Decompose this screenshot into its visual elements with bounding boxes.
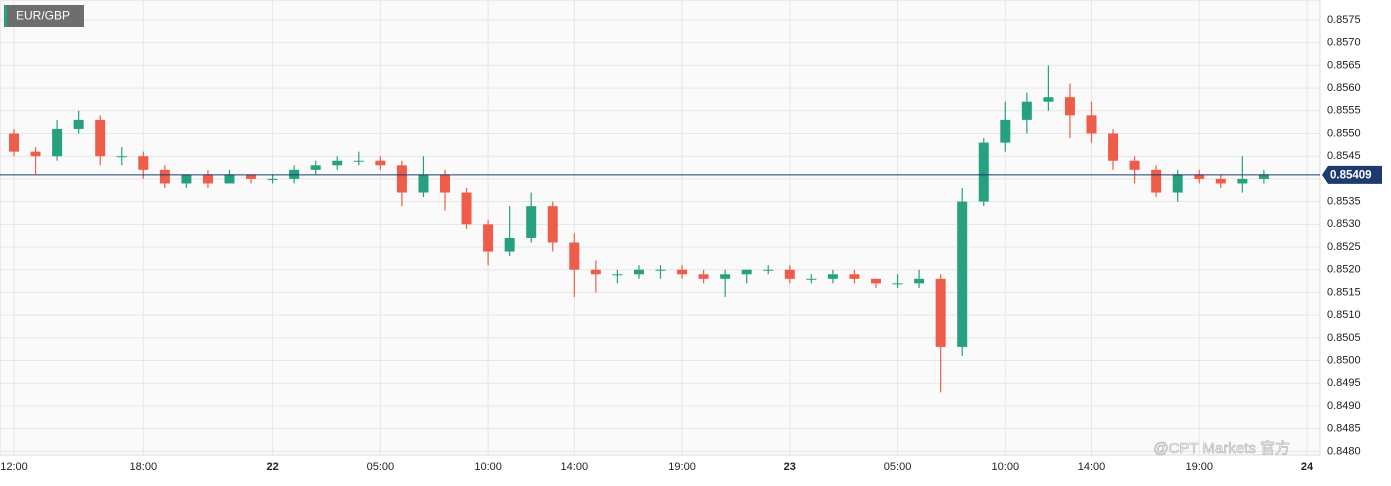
candle-body: [612, 274, 623, 276]
candle-body: [698, 274, 709, 279]
candle-body: [1021, 101, 1032, 120]
candle-body: [396, 165, 407, 193]
y-tick-label: 0.8510: [1327, 309, 1361, 321]
candle-body: [1151, 169, 1162, 193]
candle-body: [375, 160, 386, 166]
x-tick-label: 05:00: [884, 461, 912, 473]
candle-body: [9, 133, 19, 152]
y-tick-label: 0.8530: [1327, 218, 1361, 230]
candle-body: [547, 206, 558, 243]
candle-body: [892, 283, 903, 285]
x-tick-label: 22: [266, 461, 278, 473]
candle-body: [1108, 133, 1119, 161]
y-tick-label: 0.8575: [1327, 14, 1361, 26]
candle-body: [52, 128, 63, 157]
candles: [9, 65, 1269, 393]
candle-body: [763, 269, 774, 271]
x-tick-label: 18:00: [130, 461, 158, 473]
x-tick-label: 19:00: [668, 461, 696, 473]
candle-body: [353, 160, 364, 162]
x-tick-label: 10:00: [992, 461, 1020, 473]
candle-body: [440, 174, 450, 193]
candle-body: [871, 278, 881, 284]
candle-body: [1215, 178, 1226, 184]
candle-body: [418, 174, 429, 193]
candle-body: [310, 165, 321, 170]
last-price-tag: [1322, 165, 1382, 184]
candle-body: [590, 269, 601, 275]
candle-body: [159, 169, 170, 184]
candle-body: [73, 119, 84, 129]
chart-title: EUR/GBP: [16, 9, 70, 23]
x-tick-label: 24: [1301, 461, 1314, 473]
candle-body: [827, 274, 838, 279]
candle-body: [1129, 160, 1140, 170]
y-tick-label: 0.8480: [1327, 445, 1361, 457]
candle-body: [655, 269, 666, 271]
candle-body: [30, 151, 41, 157]
watermark: @CPT Markets 官方: [1153, 440, 1290, 457]
candle-body: [181, 174, 192, 184]
candle-body: [116, 156, 127, 158]
candle-body: [633, 269, 644, 275]
candle-body: [957, 201, 968, 347]
candle-body: [461, 192, 472, 225]
candle-body: [914, 278, 925, 284]
y-tick-label: 0.8485: [1327, 423, 1361, 435]
candle-body: [224, 174, 235, 184]
y-tick-label: 0.8545: [1327, 150, 1361, 162]
candle-body: [720, 274, 731, 279]
candle-body: [741, 269, 752, 275]
candle-body: [849, 274, 860, 279]
plot-area: [0, 0, 1321, 456]
x-tick-label: 12:00: [0, 461, 28, 473]
candle-body: [202, 174, 213, 184]
candle-body: [978, 142, 989, 202]
y-tick-label: 0.8525: [1327, 241, 1361, 253]
x-tick-label: 14:00: [1078, 461, 1106, 473]
y-tick-label: 0.8505: [1327, 332, 1361, 344]
candle-body: [504, 237, 515, 252]
candle-body: [569, 242, 580, 270]
candle-body: [1043, 97, 1054, 102]
candle-body: [806, 278, 817, 280]
x-tick-label: 19:00: [1185, 461, 1213, 473]
y-tick-label: 0.8515: [1327, 286, 1361, 298]
y-tick-label: 0.8550: [1327, 127, 1361, 139]
x-tick-label: 05:00: [367, 461, 395, 473]
candle-body: [332, 160, 343, 166]
candle-body: [935, 278, 946, 347]
candle-body: [1237, 178, 1248, 184]
candle-body: [95, 119, 106, 157]
title-accent: [4, 5, 7, 27]
x-tick-label: 23: [784, 461, 796, 473]
y-tick-label: 0.8535: [1327, 196, 1361, 208]
y-tick-label: 0.8565: [1327, 59, 1361, 71]
last-price-label: 0.85409: [1330, 169, 1372, 181]
y-tick-label: 0.8500: [1327, 354, 1361, 366]
candle-body: [246, 174, 257, 179]
candle-body: [784, 269, 795, 279]
x-tick-label: 14:00: [561, 461, 589, 473]
title-box: [4, 5, 84, 27]
candle-body: [483, 224, 494, 252]
y-tick-label: 0.8570: [1327, 37, 1361, 49]
candle-body: [267, 178, 278, 180]
y-tick-label: 0.8495: [1327, 377, 1361, 389]
candle-body: [1000, 119, 1011, 143]
candle-body: [1086, 115, 1097, 134]
y-tick-label: 0.8560: [1327, 82, 1361, 94]
y-tick-label: 0.8520: [1327, 264, 1361, 276]
candle-body: [138, 156, 149, 170]
candle-body: [677, 269, 688, 275]
x-tick-label: 10:00: [474, 461, 502, 473]
y-tick-label: 0.8555: [1327, 105, 1361, 117]
y-tick-label: 0.8490: [1327, 400, 1361, 412]
candle-body: [1064, 97, 1075, 116]
candle-body: [526, 206, 537, 238]
candle-body: [1194, 174, 1205, 179]
candle-body: [1172, 174, 1183, 193]
candle-body: [1258, 174, 1269, 179]
